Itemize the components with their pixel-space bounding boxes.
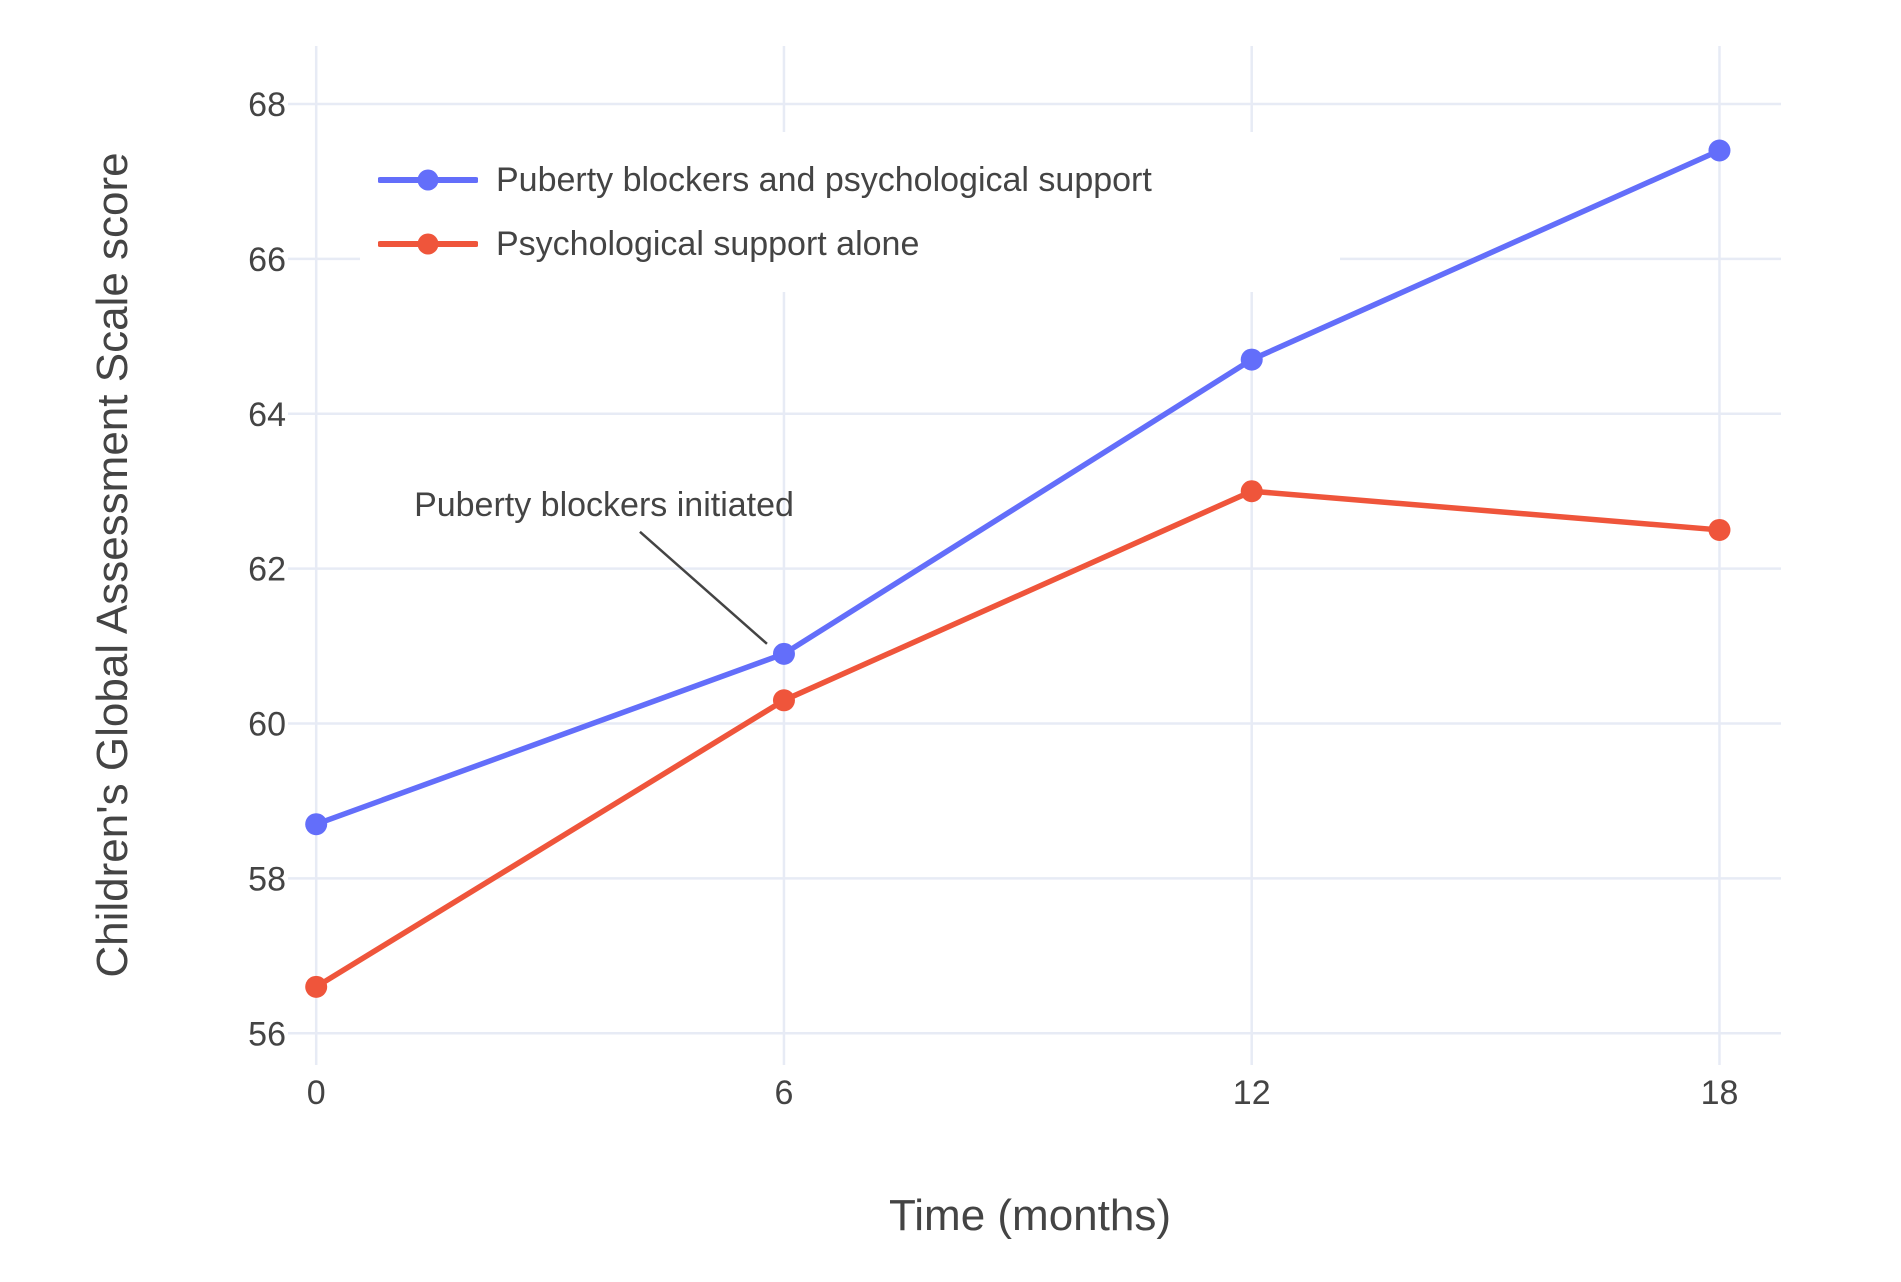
- legend-label: Puberty blockers and psychological suppo…: [496, 160, 1152, 199]
- y-axis-title: Children's Global Assessment Scale score: [88, 152, 137, 977]
- series-lines: [313, 147, 1723, 990]
- data-point-marker[interactable]: [305, 813, 328, 836]
- data-point-marker[interactable]: [1240, 348, 1263, 371]
- data-point-marker[interactable]: [772, 642, 795, 665]
- data-point-marker[interactable]: [1708, 518, 1731, 541]
- x-tick-label: 6: [774, 1074, 793, 1112]
- x-tick-label: 0: [307, 1074, 326, 1112]
- legend-item-puberty-blockers[interactable]: Puberty blockers and psychological suppo…: [378, 148, 1340, 212]
- y-tick-label: 64: [248, 396, 286, 434]
- legend-label: Psychological support alone: [496, 224, 920, 263]
- x-tick-label: 18: [1701, 1074, 1739, 1112]
- data-point-marker[interactable]: [772, 689, 795, 712]
- legend: Puberty blockers and psychological suppo…: [360, 132, 1340, 292]
- data-point-marker[interactable]: [1708, 139, 1731, 162]
- series-line: [313, 488, 1723, 990]
- x-axis-title: Time (months): [889, 1191, 1171, 1240]
- y-tick-label: 62: [248, 551, 286, 589]
- legend-item-psych-support[interactable]: Psychological support alone: [378, 212, 1340, 276]
- y-tick-label: 68: [248, 86, 286, 124]
- legend-line-marker-icon: [378, 169, 478, 191]
- y-tick-label: 66: [248, 241, 286, 279]
- y-tick-label: 58: [248, 860, 286, 898]
- annotation-text: Puberty blockers initiated: [414, 486, 794, 524]
- data-point-marker[interactable]: [305, 975, 328, 998]
- legend-line-marker-icon: [378, 233, 478, 255]
- tick-labels: 0 6 12 18 56 58 60 62 64 66 68: [248, 86, 1738, 1112]
- series-line: [313, 147, 1723, 827]
- x-tick-label: 12: [1233, 1074, 1271, 1112]
- y-tick-label: 56: [248, 1015, 286, 1053]
- annotation-leader-line: [639, 530, 768, 645]
- data-point-markers: [305, 139, 1731, 998]
- data-point-marker[interactable]: [1240, 480, 1263, 503]
- annotation-leader-layer: [639, 530, 768, 645]
- y-tick-label: 60: [248, 706, 286, 744]
